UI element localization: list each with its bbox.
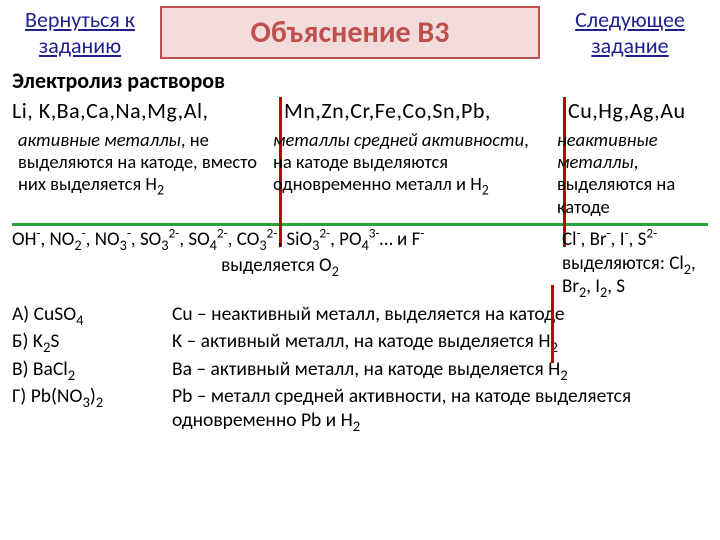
desc-medium-italic: металлы средней активности <box>273 128 524 151</box>
example-row: А) CuSO4 Cu – неактивный металл, выделяе… <box>12 303 708 326</box>
metals-group-active: Li, K,Ba,Ca,Na,Mg,Al, <box>12 97 209 124</box>
example-label: Г) Pb(NO3)2 <box>12 385 172 408</box>
subtitle: Электролиз растворов <box>0 63 720 96</box>
desc-active-italic: активные металлы <box>18 128 181 151</box>
example-row: В) BaCl2 Ba – активный металл, на катоде… <box>12 358 708 381</box>
page-title: Объяснение В3 <box>160 6 540 59</box>
example-row: Г) Pb(NO3)2 Pb – металл средней активнос… <box>12 385 708 432</box>
desc-inactive-italic: неактивные металлы <box>557 128 658 173</box>
anions-halogen-list: Cl-, Br-, I-, S2- <box>562 228 657 251</box>
desc-active: активные металлы, не выделяются на катод… <box>12 127 267 220</box>
metals-descriptions: активные металлы, не выделяются на катод… <box>12 127 708 220</box>
examples-list: А) CuSO4 Cu – неактивный металл, выделяе… <box>12 303 708 432</box>
metals-group-medium: Mn,Zn,Cr,Fe,Co,Sn,Pb, <box>284 97 491 124</box>
anions-halogen-result: выделяются: Cl2, Br2, I2, S <box>562 252 696 299</box>
anions-halogen: Cl-, Br-, I-, S2- выделяются: Cl2, Br2, … <box>552 228 708 299</box>
back-link[interactable]: Вернуться к заданию <box>10 7 150 58</box>
example-text: Pb – металл средней активности, на катод… <box>172 385 708 432</box>
divider-horizontal <box>12 223 708 226</box>
metals-series: Li, K,Ba,Ca,Na,Mg,Al, Mn,Zn,Cr,Fe,Co,Sn,… <box>12 97 708 127</box>
divider-anions <box>551 285 554 363</box>
desc-inactive: неактивные металлы, выделяются на катоде <box>551 127 708 220</box>
example-label: В) BaCl2 <box>12 358 172 381</box>
desc-medium: металлы средней активности, на катоде вы… <box>267 127 551 220</box>
example-label: Б) K2S <box>12 330 172 353</box>
anions-oxygen-result: выделяется O2 <box>12 254 548 278</box>
example-text: Cu – неактивный металл, выделяется на ка… <box>172 303 708 326</box>
next-link[interactable]: Следующее задание <box>550 7 710 58</box>
metals-group-inactive: Cu,Hg,Ag,Au <box>568 97 686 124</box>
anions-oxygen-list: OH-, NO2-, NO3-, SO32-, SO42-, CO32-, Si… <box>12 228 424 251</box>
example-text: K – активный металл, на катоде выделяетс… <box>172 330 708 353</box>
example-label: А) CuSO4 <box>12 303 172 326</box>
anions-row: OH-, NO2-, NO3-, SO32-, SO42-, CO32-, Si… <box>12 228 708 299</box>
example-row: Б) K2S K – активный металл, на катоде вы… <box>12 330 708 353</box>
anions-oxygen: OH-, NO2-, NO3-, SO32-, SO42-, CO32-, Si… <box>12 228 552 299</box>
example-text: Ba – активный металл, на катоде выделяет… <box>172 358 708 381</box>
